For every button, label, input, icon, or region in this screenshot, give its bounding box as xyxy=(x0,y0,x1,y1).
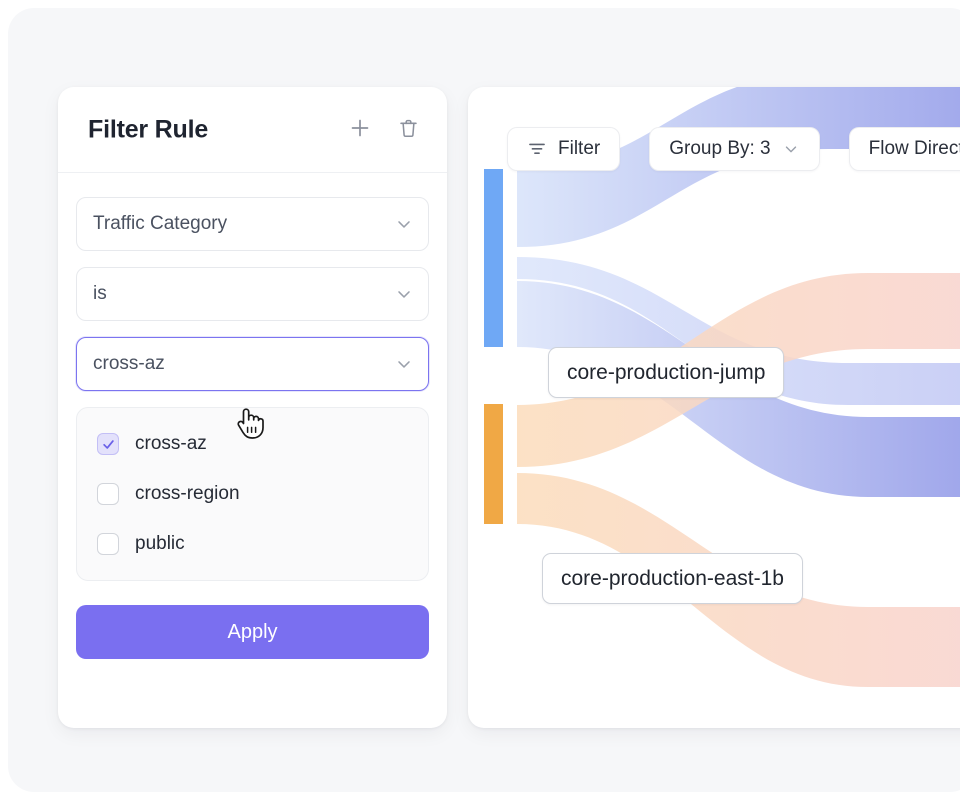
sankey-node-bar xyxy=(484,404,503,524)
sankey-node-label[interactable]: core-production-jump xyxy=(548,347,785,398)
filter-button-label: Filter xyxy=(558,138,601,159)
value-select-value: cross-az xyxy=(93,353,165,374)
operator-value: is xyxy=(93,283,107,304)
trash-icon xyxy=(397,117,420,143)
checkbox-unchecked-icon[interactable] xyxy=(97,533,119,555)
value-options-popover: cross-az xyxy=(76,407,429,581)
chevron-down-icon xyxy=(394,214,414,234)
group-by-button[interactable]: Group By: 3 xyxy=(649,127,820,171)
operator-select[interactable]: is xyxy=(76,267,429,321)
viz-toolbar: Filter Group By: 3 Flow Direction xyxy=(507,127,960,171)
option-label: public xyxy=(135,533,185,554)
flow-visualization-panel: core-production-jump core-production-eas… xyxy=(468,87,960,728)
app-shell: Filter Rule xyxy=(8,8,960,792)
header-actions xyxy=(347,117,421,143)
checkbox-unchecked-icon[interactable] xyxy=(97,483,119,505)
filter-button[interactable]: Filter xyxy=(507,127,621,171)
flow-direction-label: Flow Direction xyxy=(868,138,960,159)
option-public[interactable]: public xyxy=(77,528,428,560)
apply-button[interactable]: Apply xyxy=(76,605,429,659)
sankey-node-label[interactable]: core-production-east-1b xyxy=(542,553,803,604)
filter-rule-panel: Filter Rule xyxy=(58,87,447,728)
value-select[interactable]: cross-az xyxy=(76,337,429,391)
traffic-category-select[interactable]: Traffic Category xyxy=(76,197,429,251)
chevron-down-icon xyxy=(394,354,414,374)
filter-rule-header: Filter Rule xyxy=(58,87,447,173)
option-label: cross-az xyxy=(135,433,207,454)
sankey-link xyxy=(517,257,960,405)
pointing-hand-cursor xyxy=(232,403,266,441)
delete-rule-button[interactable] xyxy=(395,117,421,143)
add-rule-button[interactable] xyxy=(347,117,373,143)
filter-icon xyxy=(527,139,547,159)
filter-rule-body: Traffic Category is cross-az xyxy=(58,173,447,659)
option-label: cross-region xyxy=(135,483,240,504)
sankey-diagram xyxy=(468,87,960,728)
flow-direction-button[interactable]: Flow Direction xyxy=(848,127,960,171)
sankey-node-bar xyxy=(484,169,503,347)
chevron-down-icon xyxy=(782,140,800,158)
plus-icon xyxy=(348,116,372,143)
page-title: Filter Rule xyxy=(88,115,209,143)
option-cross-region[interactable]: cross-region xyxy=(77,478,428,510)
traffic-category-value: Traffic Category xyxy=(93,213,228,234)
option-cross-az[interactable]: cross-az xyxy=(77,408,428,460)
chevron-down-icon xyxy=(394,284,414,304)
checkbox-checked-icon[interactable] xyxy=(97,433,119,455)
sankey-link xyxy=(517,87,960,247)
group-by-label: Group By: 3 xyxy=(669,138,771,159)
